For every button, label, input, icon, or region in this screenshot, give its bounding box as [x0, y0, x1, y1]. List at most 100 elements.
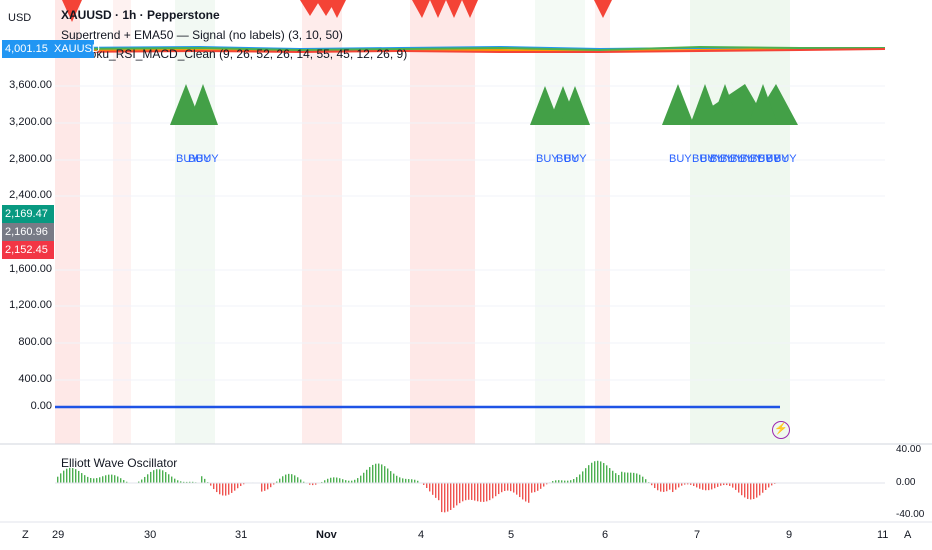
osc-bar: [432, 483, 434, 495]
osc-bar: [345, 480, 347, 483]
osc-bar: [273, 483, 275, 485]
price-axis-label: 400.00: [18, 373, 52, 385]
osc-bar: [453, 483, 455, 508]
osc-bar: [84, 475, 86, 483]
osc-bar: [528, 483, 530, 503]
osc-bar: [192, 481, 194, 483]
osc-bar: [240, 483, 242, 487]
buy-label: BUY: [710, 153, 733, 165]
osc-bar: [456, 483, 458, 506]
osc-bar: [513, 483, 515, 493]
osc-bar: [429, 483, 431, 492]
osc-bar: [399, 477, 401, 483]
osc-bar: [627, 472, 629, 483]
osc-bar: [621, 471, 623, 483]
osc-bar: [441, 483, 443, 513]
osc-bar: [732, 483, 734, 488]
osc-bar: [564, 480, 566, 483]
osc-bar: [585, 468, 587, 483]
osc-bar: [183, 481, 185, 483]
indicator-ichimoku-label[interactable]: Ichimoku_RSI_MACD_Clean (9, 26, 52, 26, …: [61, 47, 408, 61]
osc-bar: [333, 477, 335, 483]
osc-bar: [396, 475, 398, 483]
osc-bar: [231, 483, 233, 493]
osc-bar: [108, 474, 110, 483]
osc-bar: [99, 477, 101, 483]
osc-bar: [423, 483, 425, 485]
osc-bar: [591, 462, 593, 483]
buy-label: BUY: [556, 153, 579, 165]
osc-bar: [753, 483, 755, 500]
osc-bar: [105, 475, 107, 483]
symbol-price-tag: 4,001.15 XAUUSD: [2, 40, 100, 58]
osc-bar: [543, 483, 545, 487]
osc-bar: [102, 476, 104, 483]
osc-bar: [618, 475, 620, 483]
osc-bar: [159, 469, 161, 483]
osc-bar: [321, 481, 323, 483]
osc-bar: [636, 473, 638, 483]
osc-bar: [351, 480, 353, 483]
osc-bar: [738, 483, 740, 493]
osc-bar: [672, 483, 674, 493]
zoom-toggle-button[interactable]: Z: [22, 529, 29, 541]
osc-bar: [630, 472, 632, 483]
osc-bar: [615, 473, 617, 483]
indicator-lines: [54, 45, 886, 54]
osc-bar: [501, 483, 503, 493]
price-axis-label: 2,800.00: [9, 153, 52, 165]
osc-bar: [363, 472, 365, 483]
time-axis-label: 4: [418, 529, 425, 541]
price-tag-red: 2,152.45: [2, 241, 54, 259]
osc-bar: [276, 481, 278, 483]
osc-bar: [324, 480, 326, 483]
osc-bar: [216, 483, 218, 493]
osc-bar: [486, 483, 488, 502]
osc-bar: [204, 478, 206, 483]
osc-bar: [171, 476, 173, 483]
osc-bar: [222, 483, 224, 496]
time-axis-label: 5: [508, 529, 515, 541]
buy-markers: [170, 84, 798, 125]
osc-bar: [414, 479, 416, 483]
osc-bar: [267, 483, 269, 490]
osc-bar: [756, 483, 758, 498]
osc-bar: [546, 483, 548, 485]
osc-bar: [741, 483, 743, 496]
osc-bar: [477, 483, 479, 502]
indicator-supertrend-label[interactable]: Supertrend + EMA50 — Signal (no labels) …: [61, 28, 343, 42]
osc-bar: [138, 481, 140, 483]
osc-bar: [654, 483, 656, 489]
osc-bar: [603, 463, 605, 483]
osc-bar: [492, 483, 494, 499]
auto-scale-button[interactable]: A: [904, 529, 912, 541]
osc-bar: [579, 474, 581, 483]
lightning-icon[interactable]: ⚡: [772, 421, 790, 439]
time-axis-label: 11: [877, 529, 889, 541]
osc-bar: [243, 483, 245, 485]
osc-bar: [744, 483, 746, 498]
osc-bar: [339, 478, 341, 483]
osc-bar: [714, 483, 716, 489]
osc-bar: [681, 483, 683, 486]
osc-bar: [471, 483, 473, 500]
osc-bar: [210, 483, 212, 486]
osc-bar: [219, 483, 221, 495]
osc-bar: [762, 483, 764, 493]
osc-bar: [348, 480, 350, 483]
osc-bar: [57, 476, 59, 483]
osc-bar: [735, 483, 737, 490]
osc-bar: [342, 479, 344, 483]
osc-bar: [468, 483, 470, 500]
oscillator-title[interactable]: Elliott Wave Oscillator: [61, 456, 178, 470]
osc-bar: [297, 477, 299, 483]
osc-bar: [726, 483, 728, 486]
osc-bar: [288, 473, 290, 483]
time-axis-label: 29: [52, 529, 65, 541]
osc-bar: [444, 483, 446, 513]
osc-bar: [624, 472, 626, 483]
osc-bar: [765, 483, 767, 490]
osc-bar: [504, 483, 506, 491]
osc-axis-label: 40.00: [896, 444, 922, 455]
